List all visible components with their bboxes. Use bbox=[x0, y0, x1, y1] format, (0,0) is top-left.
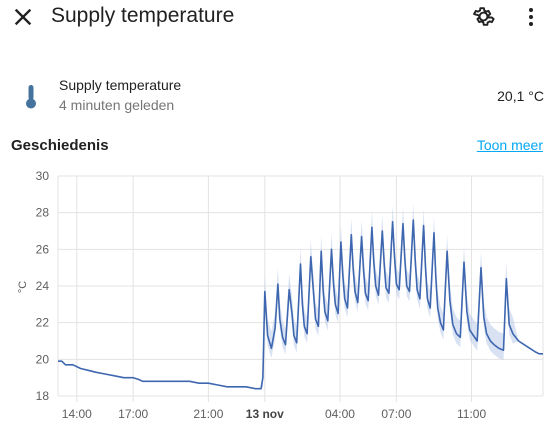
y-tick-label: 30 bbox=[36, 169, 50, 183]
entity-state: 20,1 °C bbox=[497, 88, 544, 104]
series-line bbox=[58, 219, 543, 390]
x-axis-ticks: 14:00 17:00 21:00 13 nov 04:00 07:00 11:00 bbox=[62, 407, 487, 421]
series-band bbox=[58, 203, 543, 389]
y-axis-ticks: 18 20 22 24 26 28 30 bbox=[36, 169, 50, 403]
gear-icon[interactable] bbox=[470, 3, 497, 30]
x-tick-label: 04:00 bbox=[325, 407, 355, 421]
x-tick-label: 11:00 bbox=[457, 407, 486, 421]
dialog-header: Supply temperature bbox=[0, 0, 556, 34]
thermometer-icon bbox=[26, 85, 36, 109]
chart-min-max-band bbox=[58, 203, 543, 389]
y-tick-label: 26 bbox=[36, 242, 50, 256]
x-tick-label: 07:00 bbox=[381, 407, 411, 421]
x-tick-label: 17:00 bbox=[118, 407, 148, 421]
chart-series bbox=[58, 219, 543, 390]
entity-name: Supply temperature bbox=[59, 77, 182, 93]
history-title: Geschiedenis bbox=[11, 137, 109, 154]
entity-last-changed: 4 minuten geleden bbox=[59, 97, 175, 113]
y-tick-label: 22 bbox=[36, 316, 50, 330]
more-vertical-icon[interactable] bbox=[521, 5, 541, 29]
y-tick-label: 28 bbox=[36, 206, 50, 220]
close-icon[interactable] bbox=[10, 4, 36, 30]
dialog-title: Supply temperature bbox=[51, 4, 235, 27]
y-tick-label: 24 bbox=[36, 279, 50, 293]
y-axis-unit-label: °C bbox=[17, 281, 29, 293]
y-tick-label: 20 bbox=[36, 352, 50, 366]
x-tick-label: 21:00 bbox=[193, 407, 223, 421]
x-tick-label: 14:00 bbox=[62, 407, 92, 421]
history-chart[interactable]: 18 20 22 24 26 28 30 14:00 17:00 21:00 13 nov 04:0… bbox=[0, 160, 556, 433]
x-tick-label: 13 nov bbox=[246, 407, 284, 421]
show-more-link[interactable]: Toon meer bbox=[476, 137, 543, 153]
chart-grid bbox=[57, 175, 544, 402]
y-tick-label: 18 bbox=[36, 389, 50, 403]
